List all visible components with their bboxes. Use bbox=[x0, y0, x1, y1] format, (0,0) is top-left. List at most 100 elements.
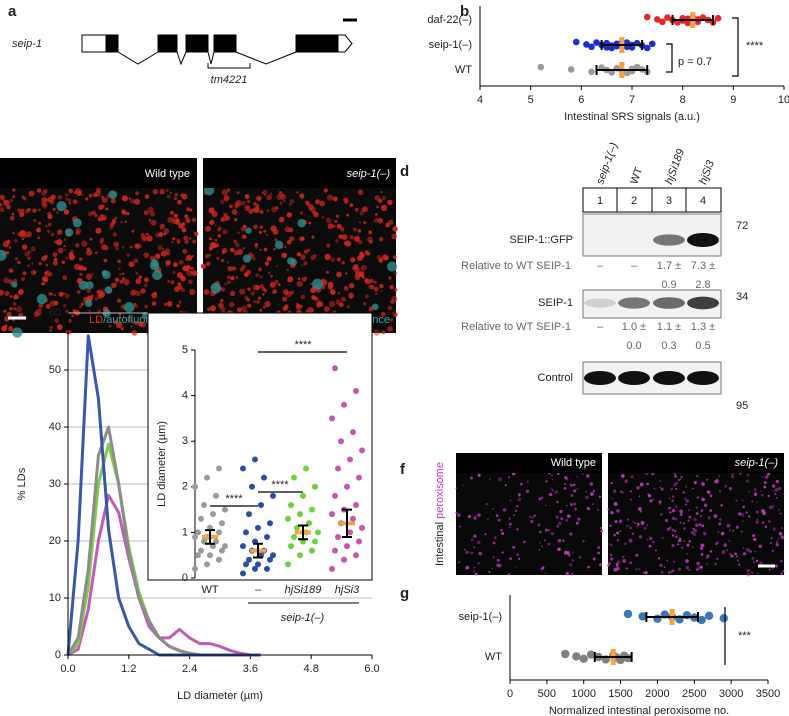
peroxisome bbox=[659, 486, 661, 489]
peroxisome bbox=[780, 526, 784, 529]
peroxisome bbox=[692, 487, 694, 490]
autofluorescence bbox=[387, 261, 398, 272]
lipid-droplet bbox=[65, 256, 68, 259]
peroxisome bbox=[690, 530, 695, 535]
autofluorescence bbox=[371, 303, 379, 311]
lipid-droplet bbox=[251, 208, 255, 212]
peroxisome bbox=[755, 520, 760, 524]
peroxisome bbox=[473, 516, 477, 520]
autofluorescence bbox=[85, 281, 94, 290]
lipid-droplet bbox=[255, 246, 258, 249]
peroxisome bbox=[728, 529, 732, 532]
peroxisome bbox=[578, 555, 582, 559]
lipid-droplet bbox=[275, 264, 278, 268]
peroxisome bbox=[477, 513, 481, 517]
data-point bbox=[329, 415, 335, 422]
peroxisome bbox=[756, 518, 759, 521]
lipid-droplet bbox=[389, 284, 394, 290]
data-point bbox=[332, 365, 338, 372]
annotation: **** bbox=[225, 493, 243, 505]
x-tick-label: 0 bbox=[507, 688, 513, 700]
data-point bbox=[192, 483, 198, 490]
peroxisome bbox=[675, 481, 679, 485]
band bbox=[687, 296, 719, 310]
lipid-droplet bbox=[135, 271, 139, 275]
lipid-droplet bbox=[8, 326, 14, 332]
y-tick-label: 2 bbox=[182, 481, 188, 493]
peroxisome bbox=[771, 484, 776, 488]
lipid-droplet bbox=[360, 264, 367, 271]
peroxisome bbox=[669, 511, 672, 514]
lipid-droplet bbox=[380, 190, 383, 194]
lipid-droplet bbox=[96, 320, 100, 323]
lipid-droplet bbox=[279, 190, 282, 194]
peroxisome bbox=[767, 520, 771, 524]
lipid-droplet bbox=[94, 213, 98, 218]
peroxisome bbox=[556, 500, 559, 504]
lipid-droplet bbox=[305, 309, 309, 313]
peroxisome bbox=[570, 493, 574, 498]
lipid-droplet bbox=[130, 198, 136, 204]
lipid-droplet bbox=[120, 221, 123, 224]
lipid-droplet bbox=[64, 293, 70, 299]
lipid-droplet bbox=[241, 234, 247, 240]
lipid-droplet bbox=[184, 239, 189, 244]
lipid-droplet bbox=[3, 309, 7, 313]
lipid-droplet bbox=[94, 190, 101, 197]
peroxisome bbox=[684, 497, 687, 500]
peroxisome bbox=[488, 478, 491, 481]
lipid-droplet bbox=[0, 194, 5, 200]
lipid-droplet bbox=[63, 209, 70, 215]
peroxisome bbox=[565, 572, 570, 576]
y-tick-label: 5 bbox=[182, 344, 188, 356]
peroxisome bbox=[612, 489, 617, 493]
lipid-droplet bbox=[63, 248, 67, 251]
lipid-droplet bbox=[284, 304, 289, 309]
peroxisome bbox=[592, 503, 594, 506]
autofluorescence bbox=[141, 311, 149, 319]
data-point bbox=[638, 612, 647, 621]
peroxisome bbox=[640, 482, 644, 487]
peroxisome bbox=[756, 572, 759, 575]
x-tick-label: 6 bbox=[578, 94, 584, 106]
peroxisome bbox=[680, 475, 683, 478]
peroxisome bbox=[638, 568, 641, 571]
peroxisome bbox=[774, 564, 778, 568]
lipid-droplet bbox=[227, 275, 231, 280]
lipid-droplet bbox=[8, 267, 14, 273]
autofluorescence bbox=[104, 286, 113, 294]
lipid-droplet bbox=[262, 189, 268, 196]
data-point bbox=[216, 529, 222, 536]
peroxisome bbox=[667, 570, 671, 575]
y-tick-label: 40 bbox=[49, 421, 61, 433]
data-point bbox=[264, 533, 270, 540]
lipid-droplet bbox=[343, 241, 347, 245]
peroxisome bbox=[685, 486, 688, 488]
peroxisome bbox=[616, 539, 620, 542]
data-point bbox=[623, 609, 633, 619]
data-point bbox=[243, 561, 249, 568]
peroxisome bbox=[709, 550, 713, 553]
peroxisome bbox=[621, 474, 625, 478]
lipid-droplet bbox=[43, 189, 48, 194]
lipid-droplet bbox=[56, 211, 59, 215]
lipid-droplet bbox=[262, 305, 266, 309]
peroxisome bbox=[782, 493, 785, 495]
lipid-droplet bbox=[103, 245, 109, 251]
category-label: WT bbox=[201, 584, 218, 596]
lipid-droplet bbox=[192, 239, 197, 244]
lipid-droplet bbox=[388, 276, 392, 280]
lipid-droplet bbox=[394, 313, 398, 317]
lipid-droplet bbox=[290, 199, 295, 204]
data-point bbox=[291, 533, 297, 540]
data-point bbox=[255, 561, 261, 568]
lipid-droplet bbox=[227, 266, 233, 272]
peroxisome bbox=[642, 571, 645, 574]
lipid-droplet bbox=[103, 258, 108, 263]
lipid-droplet bbox=[299, 304, 303, 309]
lipid-droplet bbox=[9, 295, 13, 298]
lipid-droplet bbox=[144, 283, 148, 288]
peroxisome bbox=[515, 565, 517, 568]
peroxisome bbox=[599, 527, 602, 530]
autofluorescence bbox=[242, 254, 252, 263]
